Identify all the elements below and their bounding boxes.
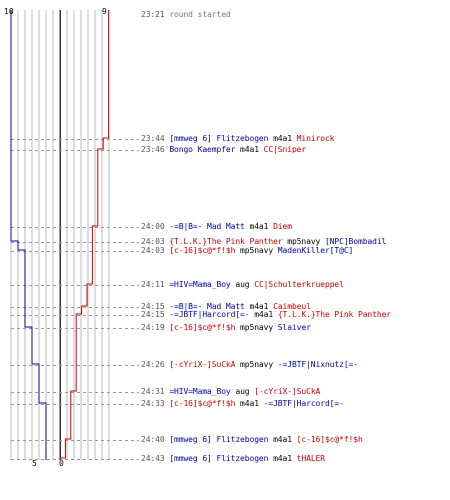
event-row: 24:03 {T.L.K.}The Pink Panther mp5navy […	[141, 237, 386, 246]
red-start-count: 9	[102, 7, 107, 16]
event-time: 24:15	[141, 310, 170, 319]
blue-team-player-count-line	[10, 10, 47, 460]
event-row: 23:44 [mmweg 6] Flitzebogen m4a1 Miniroc…	[141, 134, 335, 143]
event-row: 23:21 round started	[141, 10, 231, 19]
event-row: 23:46 Bongo Kaempfer m4a1 CC|Sniper	[141, 145, 306, 154]
weapon-name: aug	[230, 280, 255, 289]
event-time: 24:19	[141, 323, 170, 332]
victim-name: -=JBTF|Nixnutz[=-	[277, 360, 358, 369]
weapon-name: m4a1	[235, 399, 264, 408]
event-time: 24:33	[141, 399, 170, 408]
weapon-name: m4a1	[249, 310, 278, 319]
event-time: 24:43	[141, 454, 170, 463]
event-time: 24:00	[141, 222, 170, 231]
blue-end-count: 5	[32, 459, 37, 468]
blue-start-count: 10	[4, 7, 14, 16]
killer-name: [-cYriX-]SuCkA	[169, 360, 236, 369]
event-time: 24:26	[141, 360, 170, 369]
victim-name: {T.L.K.}The Pink Panther	[277, 310, 392, 319]
weapon-name: m4a1	[244, 222, 274, 231]
killer-name: =HIV=Mama_Boy	[169, 280, 231, 289]
killer-name: -=JBTF|Harcord[=-	[169, 310, 250, 319]
victim-name: CC|Sniper	[263, 145, 307, 154]
red-end-count: 0	[59, 459, 64, 468]
weapon-name: mp5navy	[235, 323, 278, 332]
victim-name: Minirock	[296, 134, 335, 143]
event-time: 23:44	[141, 134, 170, 143]
event-row: 24:40 [mmweg 6] Flitzebogen m4a1 [c-16]$…	[141, 435, 363, 444]
victim-name: [NPC]Bombadil	[324, 237, 387, 246]
weapon-name: m4a1	[268, 435, 297, 444]
event-time: 23:46	[141, 145, 170, 154]
killer-name: =HIV=Mama_Boy	[169, 387, 231, 396]
event-time: 24:03	[141, 237, 170, 246]
killer-name: [mmweg 6] Flitzebogen	[169, 454, 269, 463]
victim-name: Diem	[273, 222, 292, 231]
weapon-name: aug	[230, 387, 255, 396]
killer-name: [mmweg 6] Flitzebogen	[169, 435, 269, 444]
weapon-name: mp5navy	[282, 237, 325, 246]
event-row: 24:15 -=B|B=- Mad Matt m4a1 Caimbeul	[141, 302, 311, 311]
victim-name: [-cYriX-]SuCkA	[254, 387, 321, 396]
event-message: round started	[169, 10, 231, 19]
event-row: 24:11 =HIV=Mama_Boy aug CC|Schulterkruep…	[141, 280, 344, 289]
victim-name: CC|Schulterkrueppel	[254, 280, 344, 289]
victim-name: -=JBTF|Harcord[=-	[263, 399, 344, 408]
killer-name: -=B|B=- Mad Matt	[169, 222, 245, 231]
weapon-name: m4a1	[268, 134, 297, 143]
weapon-name: m4a1	[268, 454, 297, 463]
event-row: 24:26 [-cYriX-]SuCkA mp5navy -=JBTF|Nixn…	[141, 360, 358, 369]
event-time: 24:31	[141, 387, 170, 396]
weapon-name: m4a1	[244, 302, 274, 311]
victim-name: tHALER	[296, 454, 325, 463]
killer-name: Bongo Kaempfer	[169, 145, 236, 154]
victim-name: Caimbeul	[273, 302, 311, 311]
killer-name: [c-16]$c@*f!$h	[169, 323, 236, 332]
weapon-name: m4a1	[235, 145, 264, 154]
weapon-name: mp5navy	[235, 360, 278, 369]
event-dash-lines	[11, 139, 139, 460]
killer-name: -=B|B=- Mad Matt	[169, 302, 245, 311]
event-row: 24:31 =HIV=Mama_Boy aug [-cYriX-]SuCkA	[141, 387, 320, 396]
event-row: 24:33 [c-16]$c@*f!$h m4a1 -=JBTF|Harcord…	[141, 399, 344, 408]
red-team-player-count-line	[59, 10, 110, 460]
victim-name: [c-16]$c@*f!$h	[296, 435, 363, 444]
event-row: 24:19 [c-16]$c@*f!$h mp5navy Slaiver	[141, 323, 311, 332]
event-row: 24:43 [mmweg 6] Flitzebogen m4a1 tHALER	[141, 454, 325, 463]
victim-name: Slaiver	[277, 323, 311, 332]
event-row: 24:03 [c-16]$c@*f!$h mp5navy MadenKiller…	[141, 246, 353, 255]
timeline-grid	[10, 10, 110, 460]
event-time: 24:15	[141, 302, 170, 311]
killer-name: [c-16]$c@*f!$h	[169, 399, 236, 408]
victim-name: MadenKiller[T@C]	[277, 246, 354, 255]
killer-name: {T.L.K.}The Pink Panther	[169, 237, 283, 246]
weapon-name: mp5navy	[235, 246, 278, 255]
event-time: 24:11	[141, 280, 170, 289]
killer-name: [c-16]$c@*f!$h	[169, 246, 236, 255]
event-row: 24:15 -=JBTF|Harcord[=- m4a1 {T.L.K.}The…	[141, 310, 391, 319]
event-time: 24:40	[141, 435, 170, 444]
event-time: 23:21	[141, 10, 170, 19]
event-row: 24:00 -=B|B=- Mad Matt m4a1 Diem	[141, 222, 292, 231]
killer-name: [mmweg 6] Flitzebogen	[169, 134, 269, 143]
event-time: 24:03	[141, 246, 170, 255]
